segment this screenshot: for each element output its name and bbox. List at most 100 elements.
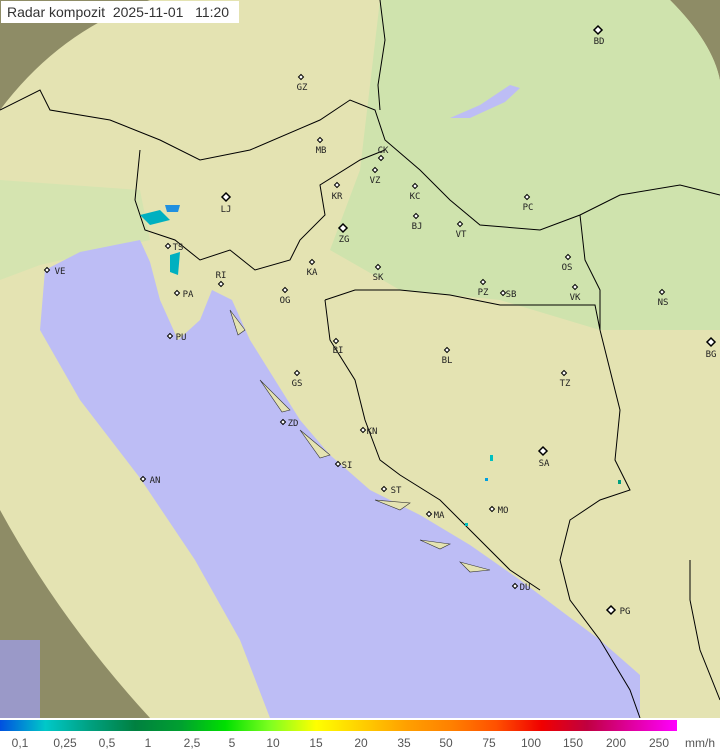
- city-gs: GS: [292, 369, 303, 389]
- city-label: KA: [307, 268, 318, 278]
- title: Radar kompozit: [7, 4, 106, 20]
- city-label: KC: [410, 192, 421, 202]
- city-marker-icon: [281, 286, 289, 294]
- legend-label: 50: [439, 736, 453, 750]
- legend-labels: mm/h 0,1 0,25 0,5 1 2,5 5 10 15 20 35 50 75 100 150 20…: [0, 736, 720, 751]
- city-marker-icon: [359, 426, 367, 434]
- legend-unit: mm/h: [685, 736, 715, 750]
- title-box: Radar kompozit 2025-11-01 11:20: [1, 1, 240, 23]
- legend-label: 250: [648, 736, 670, 750]
- city-ve: VE: [43, 266, 65, 277]
- legend-label: 75: [482, 736, 496, 750]
- city-pg: PG: [605, 604, 631, 617]
- city-kc: KC: [410, 182, 421, 202]
- city-label: AN: [150, 476, 161, 486]
- city-marker-icon: [705, 336, 717, 348]
- legend-label: 15: [309, 736, 323, 750]
- city-label: BG: [706, 350, 717, 360]
- legend-label: 1: [144, 736, 152, 750]
- city-pc: PC: [523, 193, 534, 213]
- city-label: KR: [332, 192, 343, 202]
- city-marker-icon: [511, 582, 519, 590]
- city-du: DU: [511, 582, 530, 593]
- adriatic-sea: [40, 240, 640, 718]
- city-marker-icon: [217, 280, 225, 288]
- legend-label: 0,1: [11, 736, 29, 750]
- city-label: MO: [498, 506, 509, 516]
- city-tz: TZ: [560, 369, 571, 389]
- city-os: OS: [562, 253, 573, 273]
- legend-color-bar: [0, 720, 677, 731]
- city-label: BD: [594, 37, 605, 47]
- city-marker-icon: [293, 369, 301, 377]
- legend-label: 10: [266, 736, 280, 750]
- city-vz: VZ: [370, 166, 381, 186]
- islands: [229, 309, 491, 573]
- city-marker-icon: [333, 181, 341, 189]
- city-bj: BJ: [412, 212, 423, 232]
- city-label: PA: [183, 290, 194, 300]
- city-ka: KA: [307, 258, 318, 278]
- city-lj: LJ: [221, 191, 231, 215]
- city-marker-icon: [308, 258, 316, 266]
- city-ts: TS: [164, 242, 183, 253]
- city-ck: CK: [377, 146, 389, 162]
- city-marker-icon: [411, 182, 419, 190]
- city-label: GZ: [297, 83, 308, 93]
- city-marker-icon: [337, 222, 349, 234]
- city-label: GS: [292, 379, 303, 389]
- city-marker-icon: [43, 266, 51, 274]
- city-marker-icon: [488, 505, 496, 513]
- city-zg: ZG: [337, 222, 349, 245]
- city-bl: BL: [442, 346, 453, 366]
- city-vt: VT: [456, 220, 467, 240]
- city-kr: KR: [332, 181, 343, 202]
- city-label: PC: [523, 203, 534, 213]
- city-label: OS: [562, 263, 573, 273]
- city-marker-icon: [377, 154, 385, 162]
- radar-echoes: [140, 205, 621, 526]
- city-marker-icon: [605, 604, 617, 616]
- city-label: VT: [456, 230, 467, 240]
- city-label: BL: [442, 356, 453, 366]
- radar-map[interactable]: GZ BD MB CK VZ KR KC PC LJ ZG BJ VT TS VE KA RI SK OS PZ SB…: [0, 0, 720, 718]
- legend-label: 5: [228, 736, 236, 750]
- city-marker-icon: [592, 24, 604, 36]
- city-label: TZ: [560, 379, 571, 389]
- city-markers: GZ BD MB CK VZ KR KC PC LJ ZG BJ VT TS VE KA RI SK OS PZ SB…: [43, 24, 717, 617]
- city-bi: BI: [332, 337, 343, 356]
- city-label: SI: [342, 461, 353, 471]
- city-label: SA: [539, 459, 550, 469]
- city-label: MB: [316, 146, 327, 156]
- city-label: ST: [391, 486, 402, 496]
- city-marker-icon: [166, 332, 174, 340]
- city-og: OG: [280, 286, 291, 306]
- city-marker-icon: [380, 485, 388, 493]
- city-st: ST: [380, 485, 402, 496]
- city-label: PG: [620, 607, 631, 617]
- city-sk: SK: [373, 263, 384, 283]
- city-sa: SA: [537, 445, 550, 469]
- city-sb: SB: [499, 289, 517, 300]
- city-mo: MO: [488, 505, 509, 516]
- city-label: NS: [658, 298, 669, 308]
- lake-balaton: [450, 85, 520, 118]
- city-marker-icon: [279, 418, 287, 426]
- city-zd: ZD: [279, 418, 298, 429]
- legend-label: 20: [354, 736, 368, 750]
- legend-label: 0,25: [53, 736, 77, 750]
- city-ns: NS: [658, 288, 669, 308]
- city-label: BJ: [412, 222, 423, 232]
- city-label: KN: [367, 427, 378, 437]
- city-label: SB: [506, 290, 517, 300]
- city-label: PU: [176, 333, 187, 343]
- city-label: OG: [280, 296, 291, 306]
- sea-bottom-left: [0, 640, 40, 718]
- city-marker-icon: [537, 445, 549, 457]
- pannonian-lowland: [330, 0, 720, 330]
- country-borders: [0, 0, 720, 718]
- city-marker-icon: [499, 289, 507, 297]
- city-label: VK: [570, 293, 581, 303]
- city-marker-icon: [332, 337, 340, 345]
- city-marker-icon: [523, 193, 531, 201]
